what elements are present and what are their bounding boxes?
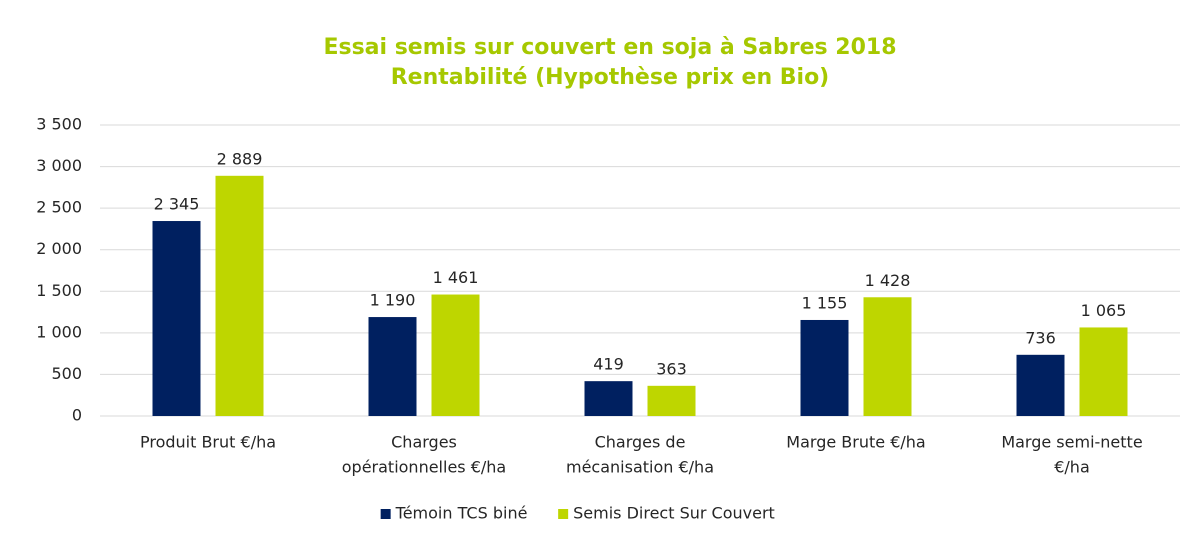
y-tick-label: 2 000 (36, 239, 82, 258)
bar (647, 385, 696, 416)
bar (800, 319, 849, 416)
bar (431, 294, 480, 416)
data-label: 736 (1025, 328, 1056, 347)
bar (368, 317, 417, 416)
y-tick-label: 3 000 (36, 156, 82, 175)
bar (863, 297, 912, 416)
bar (1016, 354, 1065, 416)
data-label: 1 190 (370, 291, 416, 310)
chart-subtitle: Rentabilité (Hypothèse prix en Bio) (391, 65, 830, 90)
legend-label: Témoin TCS biné (395, 504, 528, 523)
y-tick-label: 3 500 (36, 115, 82, 134)
data-label: 1 065 (1081, 301, 1127, 320)
data-label: 2 889 (217, 149, 263, 168)
bar (1079, 327, 1128, 416)
x-tick-label: €/ha (1054, 458, 1090, 477)
x-tick-label: Charges de (595, 433, 686, 452)
x-tick-label: opérationnelles €/ha (342, 458, 506, 477)
data-label: 2 345 (154, 195, 200, 214)
y-tick-label: 0 (72, 406, 82, 425)
data-label: 419 (593, 355, 624, 374)
bar (152, 221, 201, 416)
x-tick-label: Produit Brut €/ha (140, 433, 276, 452)
x-tick-label: Charges (391, 433, 457, 452)
legend-label: Semis Direct Sur Couvert (573, 504, 775, 523)
data-label: 1 461 (433, 268, 479, 287)
legend-swatch (558, 509, 569, 519)
data-label: 1 155 (802, 293, 848, 312)
bar (215, 175, 264, 416)
chart-title: Essai semis sur couvert en soja à Sabres… (323, 35, 896, 60)
x-tick-label: Marge Brute €/ha (786, 433, 925, 452)
data-label: 1 428 (865, 271, 911, 290)
y-tick-label: 1 500 (36, 281, 82, 300)
data-label: 363 (656, 359, 687, 378)
x-tick-label: Marge semi-nette (1001, 433, 1142, 452)
y-tick-label: 2 500 (36, 198, 82, 217)
legend-swatch (380, 509, 391, 519)
bar (584, 381, 633, 416)
y-tick-label: 500 (51, 364, 82, 383)
x-tick-label: mécanisation €/ha (566, 458, 714, 477)
y-tick-label: 1 000 (36, 322, 82, 341)
